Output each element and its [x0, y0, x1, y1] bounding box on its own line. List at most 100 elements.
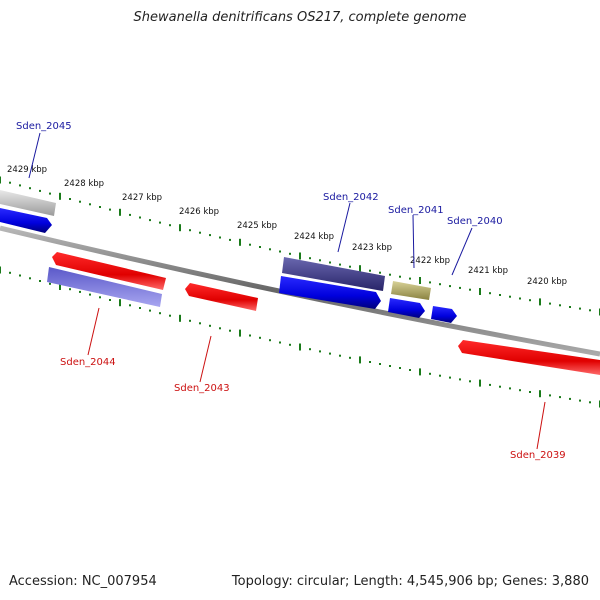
gene-label[interactable]: Sden_2043 [174, 383, 230, 394]
minor-tick [79, 290, 81, 293]
kbp-label: 2426 kbp [179, 207, 219, 217]
minor-tick [329, 261, 331, 264]
minor-tick [549, 302, 551, 305]
minor-tick [499, 294, 501, 296]
minor-tick [109, 208, 111, 211]
minor-tick [509, 387, 511, 390]
minor-tick [579, 307, 581, 310]
gene-forward-feature[interactable] [0, 208, 52, 233]
minor-tick [559, 396, 561, 399]
minor-tick [459, 286, 461, 289]
minor-tick [19, 184, 21, 187]
minor-tick [9, 271, 11, 274]
minor-tick [569, 397, 571, 400]
ticks-lower [0, 266, 600, 408]
major-tick [179, 314, 181, 322]
minor-tick [399, 367, 401, 369]
minor-tick [229, 329, 231, 332]
major-tick [479, 288, 481, 295]
gene-features [0, 190, 600, 375]
major-tick [539, 298, 541, 306]
gene-reverse-feature[interactable] [52, 252, 166, 290]
kbp-labels: 2429 kbp 2428 kbp 2427 kbp 2426 kbp 2425… [7, 165, 567, 287]
minor-tick [509, 295, 511, 298]
minor-tick [369, 269, 371, 272]
minor-tick [569, 306, 571, 308]
gene-label[interactable]: Sden_2039 [510, 450, 566, 461]
gene-label[interactable]: Sden_2045 [16, 121, 72, 132]
major-tick [539, 390, 541, 398]
major-tick [359, 265, 361, 273]
minor-tick [69, 198, 71, 200]
major-tick [359, 356, 361, 364]
gene-label[interactable]: Sden_2044 [60, 357, 116, 368]
minor-tick [399, 275, 401, 278]
minor-tick [99, 296, 101, 299]
major-tick [419, 277, 421, 284]
kbp-label: 2422 kbp [410, 256, 450, 266]
major-tick [479, 379, 481, 387]
minor-tick [449, 285, 451, 288]
leader-lines [28, 132, 546, 450]
minor-tick [29, 277, 31, 280]
gene-forward-feature-light[interactable] [47, 267, 162, 307]
gene-forward-feature[interactable] [431, 306, 457, 323]
minor-tick [259, 246, 261, 248]
gene-label[interactable]: Sden_2042 [323, 192, 379, 203]
gene-forward-feature-dark[interactable] [282, 257, 385, 291]
kbp-label: 2429 kbp [7, 165, 47, 175]
minor-tick [519, 389, 521, 392]
major-tick [0, 266, 1, 274]
minor-tick [49, 192, 51, 195]
gene-label[interactable]: Sden_2040 [447, 216, 503, 227]
minor-tick [199, 231, 201, 234]
gene-reverse-feature[interactable] [185, 283, 258, 311]
minor-tick [159, 221, 161, 224]
minor-tick [409, 277, 411, 280]
topology-summary: Topology: circular; Length: 4,545,906 bp… [231, 574, 589, 589]
gene-label[interactable]: Sden_2041 [388, 205, 444, 216]
major-tick [239, 238, 241, 246]
gene-rna-feature[interactable] [391, 281, 431, 300]
minor-tick [89, 203, 91, 206]
minor-tick [99, 206, 101, 208]
map-title: Shewanella denitrificans OS217, complete… [133, 10, 467, 25]
minor-tick [39, 189, 41, 192]
gene-reverse-feature[interactable] [458, 340, 600, 375]
minor-tick [279, 341, 281, 344]
minor-tick [389, 273, 391, 276]
minor-tick [379, 271, 381, 274]
minor-tick [249, 243, 251, 246]
gene-forward-feature[interactable] [388, 298, 425, 318]
minor-tick [409, 369, 411, 371]
kbp-label: 2428 kbp [64, 179, 104, 189]
minor-tick [199, 322, 201, 325]
minor-tick [129, 213, 131, 216]
minor-tick [339, 263, 341, 266]
minor-tick [189, 319, 191, 322]
minor-tick [159, 312, 161, 315]
major-tick [119, 299, 121, 307]
major-tick [419, 368, 421, 376]
minor-tick [69, 288, 71, 291]
minor-tick [229, 238, 231, 241]
minor-tick [29, 187, 31, 190]
minor-tick [489, 292, 491, 295]
minor-tick [429, 281, 431, 284]
gene-forward-feature[interactable] [279, 276, 381, 309]
minor-tick [329, 352, 331, 355]
minor-tick [369, 361, 371, 363]
major-tick [59, 283, 61, 290]
minor-tick [339, 354, 341, 357]
minor-tick [589, 309, 591, 312]
gene-pseudo-feature[interactable] [0, 190, 56, 216]
minor-tick [439, 283, 441, 286]
kbp-label: 2423 kbp [352, 243, 392, 253]
minor-tick [279, 250, 281, 253]
minor-tick [429, 372, 431, 375]
major-tick [59, 192, 61, 200]
minor-tick [149, 219, 151, 222]
minor-tick [139, 307, 141, 309]
minor-tick [149, 309, 151, 312]
